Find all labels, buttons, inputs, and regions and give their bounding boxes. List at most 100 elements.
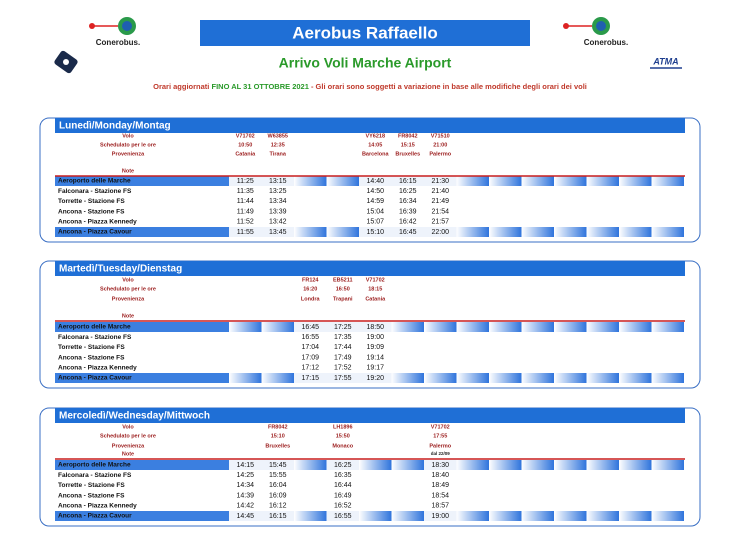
cell-bg bbox=[619, 227, 652, 237]
cell-bg bbox=[294, 511, 327, 521]
flight-time: 16:20 bbox=[303, 286, 317, 292]
time-cell bbox=[229, 511, 262, 521]
time: 16:25 bbox=[399, 188, 417, 195]
cell-bg bbox=[229, 322, 262, 332]
time: 18:40 bbox=[431, 472, 449, 479]
stop-name: Ancona - Piazza Kennedy bbox=[58, 503, 137, 510]
time: 15:10 bbox=[366, 229, 384, 236]
flight-flight: W63855 bbox=[268, 133, 289, 139]
cell-bg bbox=[521, 322, 554, 332]
cell-bg bbox=[586, 460, 619, 470]
cell-bg bbox=[554, 460, 587, 470]
time-cell bbox=[261, 511, 294, 521]
time: 11:44 bbox=[237, 198, 254, 205]
cell-bg bbox=[489, 373, 522, 383]
stop-name: Ancona - Piazza Cavour bbox=[58, 375, 132, 382]
section-bar bbox=[55, 261, 685, 276]
cell-bg bbox=[521, 511, 554, 521]
cell-bg bbox=[586, 511, 619, 521]
time-cell bbox=[326, 322, 359, 332]
time-cell bbox=[424, 511, 457, 521]
time: 11:49 bbox=[237, 208, 254, 215]
time-cell bbox=[294, 373, 327, 383]
cell-bg bbox=[619, 511, 652, 521]
time: 13:39 bbox=[269, 208, 287, 215]
section-title: Lunedì/Monday/Montag bbox=[59, 121, 171, 132]
notice: Orari aggiornati FINO AL 31 OTTOBRE 2021… bbox=[153, 82, 587, 91]
logo-text: Conerobus. bbox=[96, 38, 140, 47]
stop-name: Aeroporto delle Marche bbox=[58, 324, 131, 331]
cell-bg bbox=[456, 176, 489, 186]
time-cell bbox=[326, 373, 359, 383]
flight-origin: Catania bbox=[235, 151, 256, 157]
time: 17:52 bbox=[334, 365, 352, 372]
cell-bg bbox=[391, 373, 424, 383]
time: 18:54 bbox=[431, 492, 449, 499]
time: 21:49 bbox=[431, 198, 449, 205]
time: 13:45 bbox=[269, 229, 287, 236]
time: 13:34 bbox=[269, 198, 287, 205]
row-label: Schedulato per le ore bbox=[100, 142, 156, 148]
cell-bg bbox=[651, 322, 684, 332]
time: 17:35 bbox=[334, 334, 352, 341]
cell-bg bbox=[586, 373, 619, 383]
section-bar bbox=[55, 118, 685, 133]
flight-origin: Londra bbox=[301, 296, 321, 302]
row-label: Provenienza bbox=[112, 443, 145, 449]
cell-bg bbox=[391, 511, 424, 521]
time-cell bbox=[424, 227, 457, 237]
cell-bg bbox=[489, 176, 522, 186]
cell-bg bbox=[294, 176, 327, 186]
row-band bbox=[55, 322, 229, 332]
time: 21:40 bbox=[431, 188, 449, 195]
logo-right: Conerobus. bbox=[563, 17, 628, 47]
cell-bg bbox=[619, 373, 652, 383]
time-cell bbox=[424, 460, 457, 470]
row-label: Note bbox=[122, 451, 134, 457]
time-cell bbox=[294, 322, 327, 332]
section-title: Martedì/Tuesday/Dienstag bbox=[59, 264, 182, 275]
cell-bg bbox=[521, 176, 554, 186]
flight-origin: Monaco bbox=[332, 443, 353, 449]
time: 16:45 bbox=[301, 324, 319, 331]
row-band bbox=[55, 176, 229, 186]
flight-origin: Palermo bbox=[429, 443, 451, 449]
flight-time: 15:10 bbox=[271, 433, 285, 439]
cell-bg bbox=[326, 176, 359, 186]
flight-origin: Trapani bbox=[333, 296, 353, 302]
time: 13:25 bbox=[269, 188, 287, 195]
time: 14:15 bbox=[236, 462, 254, 469]
time: 19:00 bbox=[431, 513, 449, 520]
flight-flight: V71510 bbox=[431, 133, 450, 139]
flight-origin: Bruxelles bbox=[265, 443, 290, 449]
stop-name: Torrette - Stazione FS bbox=[58, 198, 125, 205]
flight-flight: EB5211 bbox=[333, 277, 353, 283]
flight-time: 15:15 bbox=[401, 142, 415, 148]
flight-time: 16:50 bbox=[336, 286, 350, 292]
stop-name: Falconara - Stazione FS bbox=[58, 188, 132, 195]
airport-icon bbox=[54, 50, 78, 74]
time: 17:12 bbox=[301, 365, 319, 372]
time: 21:54 bbox=[431, 208, 449, 215]
cell-bg bbox=[424, 322, 457, 332]
cell-bg bbox=[489, 460, 522, 470]
time-cell bbox=[326, 460, 359, 470]
cell-bg bbox=[391, 322, 424, 332]
flight-time: 14:05 bbox=[368, 142, 382, 148]
time: 16:15 bbox=[399, 178, 417, 185]
subtitle: Arrivo Voli Marche Airport bbox=[279, 55, 452, 71]
time: 11:52 bbox=[237, 219, 254, 226]
time-cell bbox=[261, 227, 294, 237]
time: 14:34 bbox=[236, 482, 254, 489]
cell-bg bbox=[489, 227, 522, 237]
flight-flight: LH1896 bbox=[333, 424, 353, 430]
time: 14:40 bbox=[366, 178, 384, 185]
time: 19:17 bbox=[366, 365, 384, 372]
time: 17:25 bbox=[334, 324, 352, 331]
flight-origin: Catania bbox=[365, 296, 386, 302]
cell-bg bbox=[554, 322, 587, 332]
cell-bg bbox=[521, 227, 554, 237]
time: 16:04 bbox=[269, 482, 287, 489]
time: 17:49 bbox=[334, 354, 352, 361]
section-title: Mercoledì/Wednesday/Mittwoch bbox=[59, 411, 210, 422]
